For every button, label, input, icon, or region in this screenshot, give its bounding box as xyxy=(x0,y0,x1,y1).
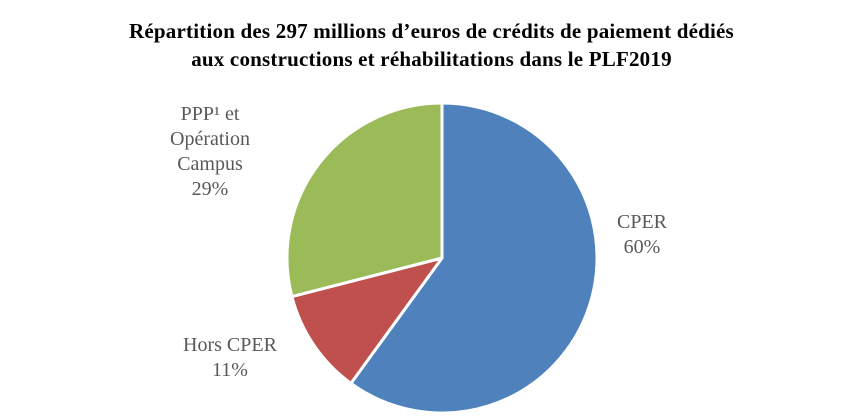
slice-label-value: 29% xyxy=(191,178,229,200)
chart-title: Répartition des 297 millions d’euros de … xyxy=(0,17,863,73)
pie-slice-cper xyxy=(349,101,599,415)
slice-label-hors-cper: Hors CPER 11% xyxy=(150,333,310,383)
slice-label-line: CPER xyxy=(616,211,668,233)
slice-label-line: Opération xyxy=(170,128,250,150)
slice-label-cper: CPER 60% xyxy=(586,210,698,260)
slice-label-value: 11% xyxy=(212,359,248,381)
pie-slice-hors-cper xyxy=(290,256,444,385)
slice-label-ppp-operation-campus: PPP¹ et Opération Campus 29% xyxy=(130,102,290,202)
chart-title-line1: Répartition des 297 millions d’euros de … xyxy=(129,19,734,43)
pie-slice-ppp-operation-campus xyxy=(285,101,444,299)
chart-title-line2: aux constructions et réhabilitations dan… xyxy=(191,47,672,71)
slice-label-line: Hors CPER xyxy=(183,334,277,356)
slice-label-line: Campus xyxy=(177,153,243,175)
slice-label-line: PPP¹ et xyxy=(180,103,240,125)
slice-label-value: 60% xyxy=(623,236,661,258)
